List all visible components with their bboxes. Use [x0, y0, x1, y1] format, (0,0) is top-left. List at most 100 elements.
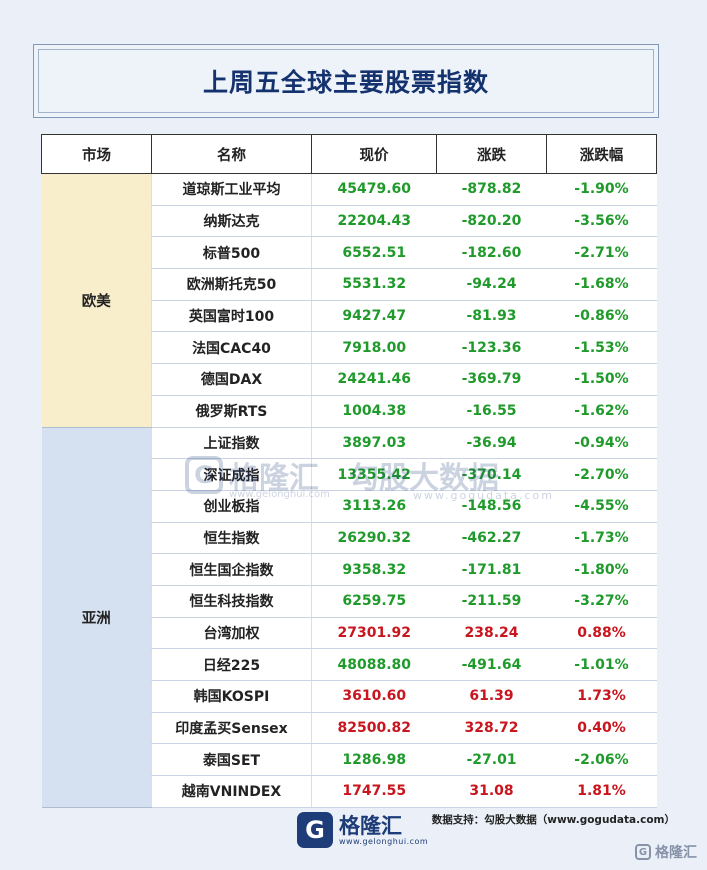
- index-change-cell: 328.72: [436, 712, 547, 745]
- index-name-cell: 上证指数: [151, 427, 312, 460]
- brand-logo: G 格隆汇 www.gelonghui.com: [297, 812, 428, 848]
- table-row: 印度孟买Sensex 82500.82 328.72 0.40%: [42, 712, 657, 745]
- index-price-cell: 9427.47: [311, 300, 437, 333]
- table-header-row: 市场 名称 现价 涨跌 涨跌幅: [41, 134, 657, 174]
- table-row: 标普500 6552.51 -182.60 -2.71%: [42, 236, 657, 270]
- index-change-pct-cell: -1.73%: [546, 522, 657, 555]
- index-change-pct-cell: -3.56%: [546, 205, 657, 238]
- index-change-pct-cell: -1.80%: [546, 553, 657, 586]
- index-change-pct-cell: -2.06%: [546, 743, 657, 777]
- table-row: 恒生指数 26290.32 -462.27 -1.73%: [42, 522, 657, 555]
- index-name-cell: 恒生指数: [151, 522, 312, 555]
- index-price-cell: 13355.42: [311, 458, 437, 491]
- index-change-cell: -94.24: [436, 268, 547, 301]
- corner-watermark: G 格隆汇: [635, 842, 697, 862]
- index-change-pct-cell: 0.88%: [546, 617, 657, 650]
- index-change-cell: -36.94: [436, 427, 547, 460]
- logo-icon: G: [297, 812, 333, 848]
- index-change-pct-cell: -1.68%: [546, 268, 657, 301]
- index-change-pct-cell: -0.94%: [546, 427, 657, 460]
- logo-url: www.gelonghui.com: [339, 836, 429, 846]
- index-price-cell: 82500.82: [311, 712, 437, 745]
- index-change-cell: -369.79: [436, 363, 547, 396]
- index-name-cell: 道琼斯工业平均: [151, 173, 312, 206]
- table-row: 越南VNINDEX 1747.55 31.08 1.81%: [42, 775, 657, 808]
- index-price-cell: 48088.80: [311, 648, 437, 681]
- index-name-cell: 纳斯达克: [151, 205, 312, 238]
- index-name-cell: 台湾加权: [151, 617, 312, 650]
- table-row: 英国富时100 9427.47 -81.93 -0.86%: [42, 300, 657, 333]
- page-title: 上周五全球主要股票指数: [202, 68, 489, 97]
- data-source-note: 数据支持：勾股大数据（www.gogudata.com）: [431, 814, 675, 826]
- corner-logo-icon: G: [635, 844, 651, 860]
- table-row: 恒生国企指数 9358.32 -171.81 -1.80%: [42, 553, 657, 586]
- index-price-cell: 1286.98: [311, 743, 437, 777]
- title-frame: 上周五全球主要股票指数: [38, 49, 654, 113]
- index-name-cell: 英国富时100: [151, 300, 312, 333]
- index-price-cell: 3610.60: [311, 680, 437, 713]
- index-name-cell: 创业板指: [151, 490, 312, 523]
- index-change-cell: -462.27: [436, 522, 547, 555]
- index-change-pct-cell: -1.53%: [546, 331, 657, 365]
- index-price-cell: 22204.43: [311, 205, 437, 238]
- index-change-pct-cell: -3.27%: [546, 585, 657, 618]
- index-change-cell: -878.82: [436, 173, 547, 206]
- market-cell-eu: 欧美: [41, 173, 152, 428]
- table-row: 创业板指 3113.26 -148.56 -4.55%: [42, 490, 657, 523]
- table-row: 深证成指 13355.42 -370.14 -2.70%: [42, 458, 657, 491]
- table-row: 欧美 道琼斯工业平均 45479.60 -878.82 -1.90%: [41, 173, 657, 428]
- index-change-cell: 31.08: [436, 775, 547, 808]
- header-market: 市场: [41, 134, 152, 174]
- table-row: 亚洲 上证指数 3897.03 -36.94 -0.94%: [41, 427, 657, 808]
- index-name-cell: 标普500: [151, 236, 312, 270]
- index-price-cell: 27301.92: [311, 617, 437, 650]
- header-price: 现价: [311, 134, 437, 174]
- index-change-cell: -182.60: [436, 236, 547, 270]
- index-change-cell: -148.56: [436, 490, 547, 523]
- index-price-cell: 1747.55: [311, 775, 437, 808]
- table-row: 法国CAC40 7918.00 -123.36 -1.53%: [42, 331, 657, 365]
- index-price-cell: 26290.32: [311, 522, 437, 555]
- index-price-cell: 3113.26: [311, 490, 437, 523]
- index-change-cell: -820.20: [436, 205, 547, 238]
- index-price-cell: 6552.51: [311, 236, 437, 270]
- index-change-pct-cell: -1.62%: [546, 395, 657, 428]
- index-price-cell: 3897.03: [311, 427, 437, 460]
- index-price-cell: 7918.00: [311, 331, 437, 365]
- market-cell-asia: 亚洲: [41, 427, 152, 808]
- index-change-cell: -81.93: [436, 300, 547, 333]
- index-change-cell: -370.14: [436, 458, 547, 491]
- index-change-pct-cell: -1.90%: [546, 173, 657, 206]
- index-price-cell: 6259.75: [311, 585, 437, 618]
- index-change-pct-cell: -1.01%: [546, 648, 657, 681]
- index-change-pct-cell: -1.50%: [546, 363, 657, 396]
- index-change-cell: 238.24: [436, 617, 547, 650]
- header-change: 涨跌: [436, 134, 547, 174]
- table-row: 台湾加权 27301.92 238.24 0.88%: [42, 617, 657, 650]
- index-name-cell: 德国DAX: [151, 363, 312, 396]
- index-change-pct-cell: 0.40%: [546, 712, 657, 745]
- index-change-pct-cell: -4.55%: [546, 490, 657, 523]
- index-name-cell: 恒生国企指数: [151, 553, 312, 586]
- index-change-pct-cell: 1.73%: [546, 680, 657, 713]
- index-price-cell: 1004.38: [311, 395, 437, 428]
- table-body: 欧美 道琼斯工业平均 45479.60 -878.82 -1.90% 纳斯达克 22204.…: [41, 173, 657, 808]
- index-table: 市场 名称 现价 涨跌 涨跌幅 欧美 道琼斯工业平均 45479.60 -878.82…: [41, 134, 657, 808]
- header-name: 名称: [151, 134, 312, 174]
- index-name-cell: 法国CAC40: [151, 331, 312, 365]
- header-change-pct: 涨跌幅: [546, 134, 657, 174]
- index-change-cell: -16.55: [436, 395, 547, 428]
- index-name-cell: 泰国SET: [151, 743, 312, 777]
- index-change-cell: -27.01: [436, 743, 547, 777]
- index-change-pct-cell: -2.70%: [546, 458, 657, 491]
- index-change-pct-cell: 1.81%: [546, 775, 657, 808]
- table-row: 欧洲斯托克50 5531.32 -94.24 -1.68%: [42, 268, 657, 301]
- table-row: 日经225 48088.80 -491.64 -1.01%: [42, 648, 657, 681]
- index-change-cell: -123.36: [436, 331, 547, 365]
- index-name-cell: 深证成指: [151, 458, 312, 491]
- index-name-cell: 俄罗斯RTS: [151, 395, 312, 428]
- index-change-cell: -211.59: [436, 585, 547, 618]
- index-name-cell: 恒生科技指数: [151, 585, 312, 618]
- corner-brand: 格隆汇: [655, 845, 697, 861]
- index-name-cell: 欧洲斯托克50: [151, 268, 312, 301]
